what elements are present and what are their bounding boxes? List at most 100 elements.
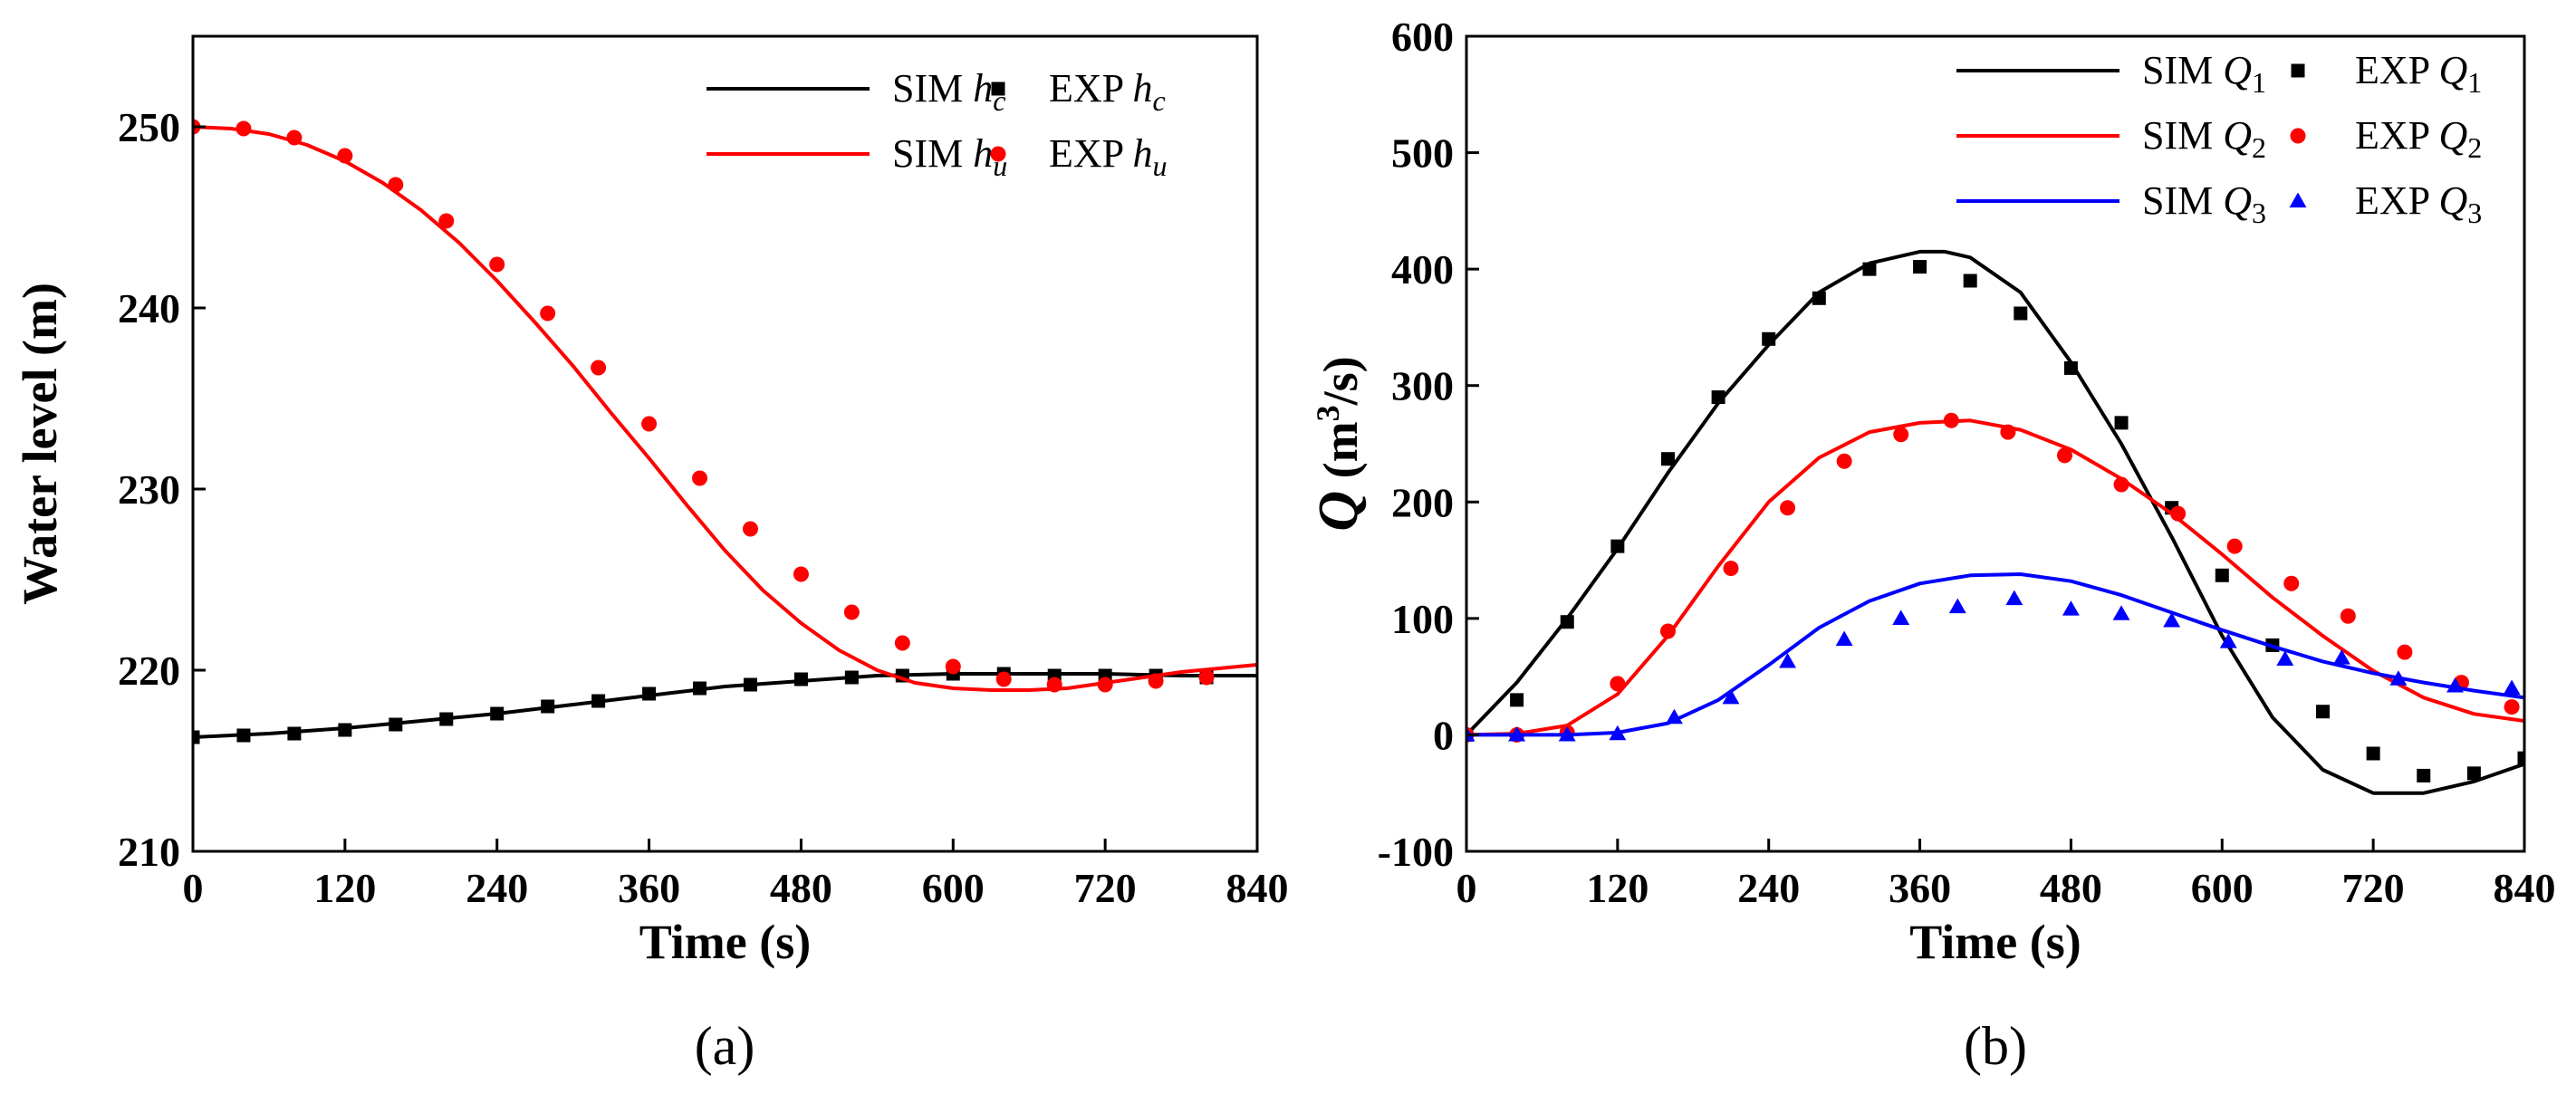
series-line-sim-h-c <box>193 672 1257 739</box>
marker-exp-q-3-3 <box>1609 725 1627 741</box>
marker-exp-h-c-2 <box>287 726 302 741</box>
legend-label-exp-h-c: EXP hc <box>1049 66 1166 117</box>
marker-exp-h-u-7 <box>540 305 556 322</box>
x-tick-label-7: 840 <box>1226 865 1289 911</box>
y-tick-label-6: 500 <box>1391 130 1454 177</box>
plot-frame <box>191 34 1259 853</box>
y-tick-label-7: 600 <box>1391 14 1454 60</box>
marker-exp-h-u-4 <box>388 177 404 193</box>
legend-var: Q <box>2223 48 2252 92</box>
plot-area <box>193 119 1257 744</box>
x-axis-label: Time (s) <box>639 915 811 969</box>
marker-exp-q-3-5 <box>1722 688 1740 705</box>
legend-label-sim-h-c: SIM hc <box>892 66 1005 117</box>
marker-exp-q-3-12 <box>2112 605 2130 620</box>
legend-prefix: SIM <box>2142 178 2223 223</box>
marker-exp-q-3-2 <box>1558 725 1576 742</box>
marker-exp-q-2-7 <box>1836 453 1852 469</box>
x-tick-label-3: 360 <box>1889 865 1951 911</box>
series-markers-exp-q-1 <box>1466 260 2524 782</box>
marker-exp-q-1-13 <box>2114 416 2129 430</box>
y-tick-label-1: 220 <box>118 648 180 694</box>
marker-exp-q-3-1 <box>1508 725 1526 742</box>
x-tick-label-6: 720 <box>2342 865 2405 911</box>
marker-exp-q-3-11 <box>2062 600 2080 616</box>
panel-caption: (b) <box>1964 1016 2027 1076</box>
x-tick-label-3: 360 <box>618 865 680 911</box>
marker-exp-h-c-4 <box>389 717 403 732</box>
marker-exp-q-3-6 <box>1779 652 1797 668</box>
legend-sub: 2 <box>2467 131 2482 164</box>
y-tick-label-2: 230 <box>118 466 180 513</box>
marker-exp-q-2-15 <box>2283 575 2300 591</box>
y-tick-label-4: 250 <box>118 104 180 150</box>
legend-var: h <box>1133 131 1153 176</box>
marker-exp-h-c-1 <box>236 728 251 743</box>
marker-exp-q-2-13 <box>2170 505 2187 522</box>
marker-exp-q-2-5 <box>1723 561 1739 577</box>
legend-sub: u <box>1153 149 1168 182</box>
marker-exp-q-1-20 <box>2466 766 2481 781</box>
series-line-sim-q-3 <box>1466 572 2524 737</box>
marker-exp-q-1-6 <box>1762 331 1776 346</box>
marker-exp-q-3-19 <box>2503 679 2521 696</box>
marker-exp-h-c-5 <box>439 712 454 726</box>
marker-exp-h-u-14 <box>894 635 910 651</box>
legend-sub: 1 <box>2252 66 2266 99</box>
marker-exp-h-u-3 <box>337 148 353 164</box>
legend-label-exp-q-3: EXP Q3 <box>2355 178 2482 229</box>
marker-exp-h-c-13 <box>844 670 859 685</box>
marker-exp-h-u-11 <box>742 521 758 537</box>
legend-prefix: EXP <box>2355 113 2439 158</box>
marker-exp-h-u-20 <box>1198 669 1215 686</box>
legend-prefix: EXP <box>2355 178 2439 223</box>
marker-exp-q-3-9 <box>1948 598 1966 614</box>
marker-exp-q-1-12 <box>2063 360 2078 375</box>
marker-exp-q-1-8 <box>1862 262 1877 276</box>
legend-prefix: EXP <box>1049 131 1133 176</box>
marker-exp-q-1-9 <box>1913 260 1927 274</box>
legend-var: Q <box>2223 113 2252 158</box>
marker-exp-q-2-9 <box>1943 412 1959 428</box>
marker-exp-q-1-15 <box>2215 568 2229 582</box>
marker-exp-h-u-17 <box>1046 677 1062 693</box>
legend-var: Q <box>2439 178 2468 223</box>
y-tick-label-0: -100 <box>1378 829 1454 875</box>
marker-exp-h-u-18 <box>1097 677 1113 693</box>
marker-exp-q-2-16 <box>2340 608 2356 624</box>
x-tick-label-6: 720 <box>1074 865 1137 911</box>
marker-exp-q-3-4 <box>1665 708 1683 725</box>
marker-exp-h-u-6 <box>489 256 505 273</box>
marker-exp-q-2-3 <box>1610 676 1626 692</box>
marker-exp-q-1-11 <box>2014 306 2028 321</box>
x-tick-label-0: 0 <box>183 865 204 911</box>
marker-exp-h-u-16 <box>995 671 1012 687</box>
marker-exp-h-c-10 <box>693 681 707 696</box>
series-line-sim-q-1 <box>1466 249 2524 795</box>
x-tick-label-2: 240 <box>1737 865 1800 911</box>
marker-exp-h-u-5 <box>438 213 455 229</box>
marker-exp-h-c-9 <box>642 686 657 701</box>
marker-exp-h-c-11 <box>743 677 757 692</box>
marker-exp-q-3-8 <box>1892 610 1910 625</box>
legend-label-sim-q-3: SIM Q3 <box>2142 178 2266 229</box>
legend-marker-exp-h-c <box>991 82 1005 96</box>
marker-exp-q-1-21 <box>2517 751 2524 765</box>
marker-exp-q-3-13 <box>2163 611 2181 628</box>
x-tick-label-1: 120 <box>313 865 376 911</box>
marker-exp-q-2-12 <box>2113 476 2129 493</box>
series-markers-exp-q-3 <box>1466 590 2521 742</box>
x-tick-label-4: 480 <box>2040 865 2102 911</box>
marker-exp-q-3-17 <box>2389 670 2408 686</box>
y-axis-label-unit: (m <box>1313 421 1368 490</box>
marker-exp-q-3-14 <box>2219 633 2237 648</box>
marker-exp-q-1-18 <box>2366 746 2380 761</box>
legend-prefix: EXP <box>1049 66 1133 110</box>
y-tick-label-5: 400 <box>1391 246 1454 293</box>
legend-prefix: SIM <box>2142 48 2223 92</box>
legend-var: Q <box>2439 48 2468 92</box>
legend-marker-exp-q-3 <box>2289 192 2307 208</box>
legend-label-exp-h-u: EXP hu <box>1049 131 1168 182</box>
marker-exp-h-u-2 <box>286 130 303 146</box>
legend-label-sim-h-u: SIM hu <box>892 131 1007 182</box>
